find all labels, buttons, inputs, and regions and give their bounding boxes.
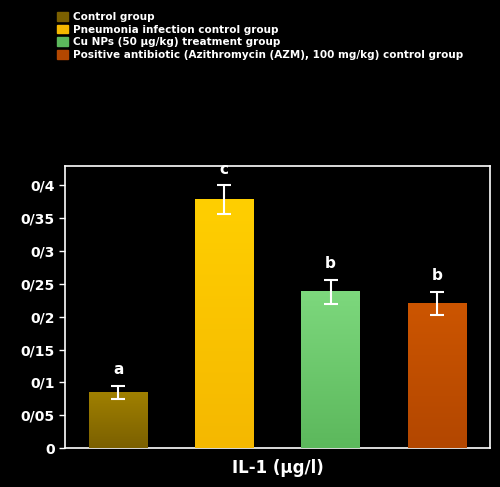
X-axis label: IL-1 (µg/l): IL-1 (µg/l) — [232, 459, 324, 477]
Text: b: b — [325, 256, 336, 271]
Legend: Control group, Pneumonia infection control group, Cu NPs (50 µg/kg) treatment gr: Control group, Pneumonia infection contr… — [55, 10, 465, 62]
Text: a: a — [113, 362, 124, 377]
Text: c: c — [220, 162, 229, 177]
Text: b: b — [432, 268, 442, 283]
